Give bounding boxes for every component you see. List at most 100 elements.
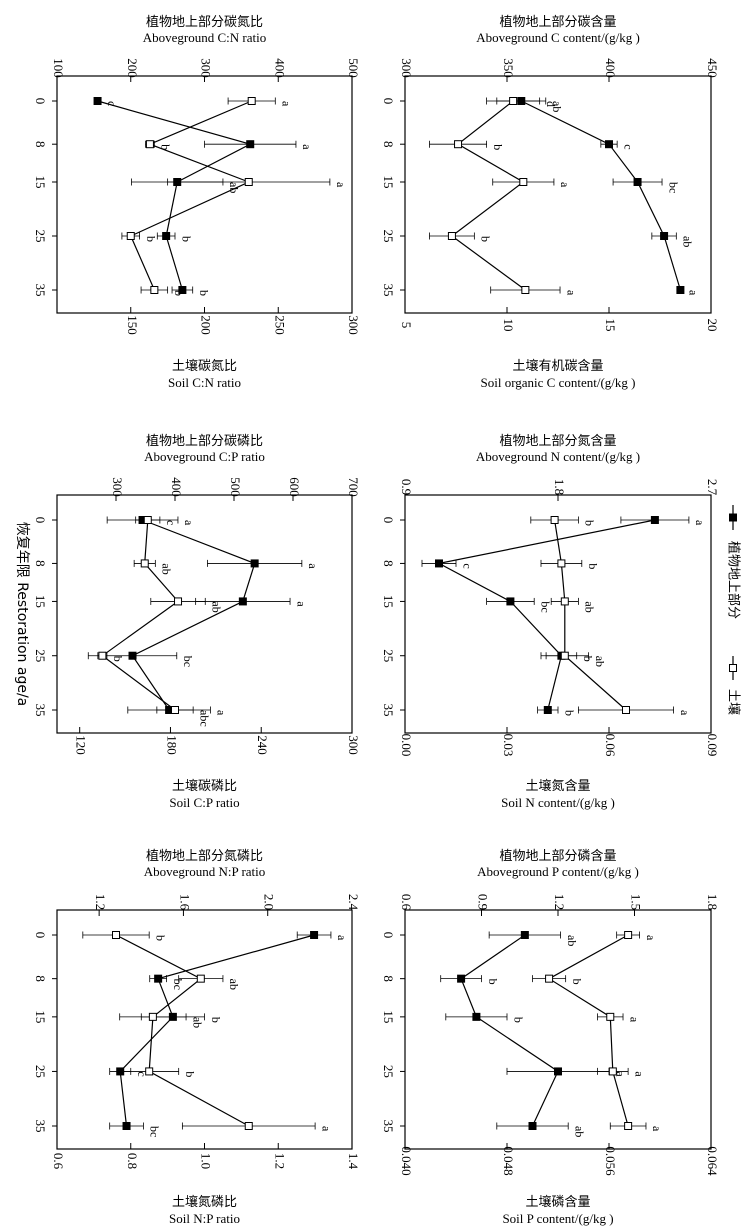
data-point — [244, 1122, 253, 1130]
data-point — [238, 597, 247, 606]
significance-letter: b — [479, 236, 493, 242]
age-tick-label: 35 — [381, 284, 396, 297]
significance-letter: bc — [171, 979, 185, 990]
top-axis-title-cn: 植物地上部分氮含量 — [499, 433, 616, 449]
data-point — [128, 651, 137, 660]
top-tick-label: 500 — [346, 58, 361, 78]
significance-letter: b — [581, 656, 595, 662]
plot-frame — [404, 909, 712, 1150]
age-tick-label: 25 — [381, 1065, 396, 1078]
bottom-axis-title-en: Soil C:P ratio — [169, 795, 239, 810]
significance-letter: bc — [148, 1126, 162, 1137]
bottom-tick-label: 0.040 — [399, 1146, 414, 1175]
top-tick-label: 2.7 — [705, 479, 720, 496]
age-tick-label: 25 — [33, 230, 48, 243]
age-tick-label: 25 — [33, 649, 48, 662]
age-tick-label: 25 — [381, 230, 396, 243]
significance-letter: b — [179, 236, 193, 242]
age-tick-label: 35 — [381, 1120, 396, 1133]
data-point — [560, 597, 569, 606]
significance-letter: a — [335, 935, 349, 941]
top-tick-label: 350 — [501, 58, 516, 78]
age-tick-label: 25 — [381, 649, 396, 662]
bottom-axis-title-en: Soil C:N ratio — [168, 375, 241, 390]
significance-letter: ab — [572, 1126, 586, 1137]
series-line — [119, 934, 315, 1127]
significance-letter: b — [153, 935, 167, 941]
data-point — [162, 232, 171, 240]
data-point — [624, 931, 633, 939]
age-tick-label: 0 — [33, 932, 48, 939]
top-tick-label: 300 — [199, 58, 214, 78]
age-tick-label: 0 — [33, 98, 48, 105]
age-tick-label: 8 — [33, 141, 48, 148]
bottom-axis-title-cn: 土壤有机碳含量 — [512, 358, 603, 374]
data-point — [519, 178, 528, 186]
significance-letter: b — [159, 144, 173, 150]
top-tick-label: 100 — [51, 58, 66, 78]
significance-letter: d — [544, 101, 558, 107]
significance-letter: a — [280, 101, 294, 107]
age-tick-label: 15 — [33, 1010, 48, 1023]
age-tick-label: 8 — [381, 975, 396, 982]
top-tick-label: 400 — [169, 477, 184, 497]
significance-letter: b — [586, 563, 600, 569]
significance-letter: b — [570, 979, 584, 985]
age-tick-label: 25 — [33, 1065, 48, 1078]
data-point — [196, 974, 205, 983]
age-tick-label: 15 — [381, 176, 396, 189]
data-point — [650, 516, 659, 524]
bottom-tick-label: 300 — [346, 735, 361, 755]
series-aboveground: ab b b a ab — [440, 931, 627, 1137]
top-axis-title-en: Aboveground N content/(g/kg ) — [476, 449, 640, 464]
bottom-axis-title-en: Soil N:P ratio — [169, 1211, 240, 1226]
significance-letter: ab — [210, 601, 224, 612]
data-point — [171, 706, 179, 714]
data-point — [560, 651, 569, 660]
bottom-tick-label: 1.2 — [272, 1153, 287, 1169]
top-axis-title-cn: 植物地上部分碳磷比 — [146, 434, 263, 449]
top-tick-label: 1.5 — [629, 894, 644, 910]
legend-marker-soil — [729, 664, 737, 672]
top-axis-title-cn: 植物地上部分磷含量 — [499, 848, 616, 864]
chart-panel-6: 1.2 1.6 2.0 2.4 0.6 0.8 1.0 1.2 1.4 0 8 15 25 35 植物地上部… — [33, 849, 361, 1226]
data-point — [310, 931, 319, 939]
plot-frame — [56, 909, 353, 1150]
significance-letter: a — [319, 1126, 333, 1132]
data-point — [244, 178, 253, 186]
bottom-tick-label: 250 — [272, 315, 287, 335]
significance-letter: a — [678, 710, 692, 716]
top-axis-title-cn: 植物地上部分碳氮比 — [146, 15, 263, 30]
data-point — [174, 597, 183, 606]
significance-letter: b — [144, 236, 158, 242]
bottom-axis-title-cn: 土壤碳氮比 — [172, 358, 237, 374]
bottom-tick-label: 0.048 — [501, 1146, 516, 1175]
series-line — [554, 519, 627, 711]
data-point — [554, 1067, 562, 1076]
top-tick-label: 400 — [603, 58, 618, 78]
age-tick-label: 8 — [33, 975, 48, 982]
significance-letter: b — [111, 656, 125, 662]
data-point — [126, 232, 135, 240]
age-tick-label: 0 — [381, 517, 396, 524]
bottom-axis-title-cn: 土壤碳磷比 — [172, 778, 237, 794]
age-tick-label: 15 — [33, 595, 48, 608]
significance-letter: b — [197, 290, 211, 296]
significance-letter: ab — [593, 656, 607, 667]
significance-letter: b — [183, 1071, 197, 1077]
significance-letter: ab — [583, 601, 597, 612]
data-point — [457, 974, 466, 983]
significance-letter: ab — [681, 236, 695, 247]
data-point — [112, 931, 120, 939]
series-line — [437, 519, 656, 711]
chart-panel-5: 0.6 0.9 1.2 1.5 1.8 0.040 0.048 0.056 0.064 0 8 15 2… — [381, 848, 720, 1226]
top-tick-label: 700 — [346, 477, 361, 497]
top-tick-label: 200 — [125, 58, 140, 78]
data-point — [660, 232, 669, 240]
bottom-tick-label: 20 — [705, 319, 720, 332]
